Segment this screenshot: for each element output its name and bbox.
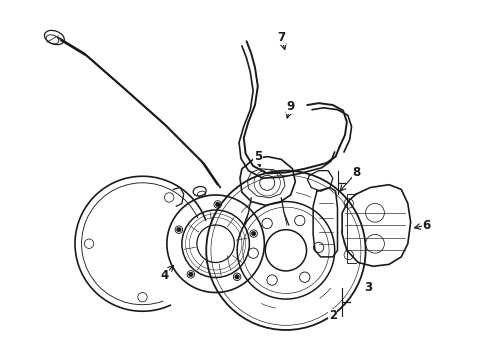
Text: 7: 7 [277, 31, 285, 44]
Circle shape [215, 202, 220, 207]
Circle shape [234, 274, 239, 279]
Text: 6: 6 [422, 219, 430, 231]
Text: 4: 4 [160, 269, 168, 282]
Text: 5: 5 [253, 150, 262, 163]
Text: 2: 2 [328, 310, 336, 323]
Circle shape [176, 227, 181, 232]
Text: 9: 9 [286, 100, 294, 113]
Text: 1: 1 [487, 314, 488, 327]
Circle shape [251, 231, 256, 236]
Circle shape [188, 272, 193, 277]
Text: 3: 3 [364, 281, 372, 294]
Text: 8: 8 [351, 166, 360, 179]
